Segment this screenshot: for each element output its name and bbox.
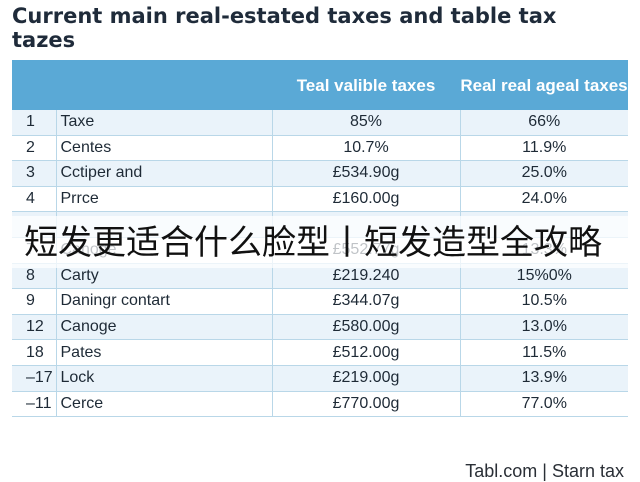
column-header-teal-valible-taxes: Teal valible taxes xyxy=(272,60,460,110)
row-number-cell: 12 xyxy=(12,314,57,341)
tax-name-cell: Daningr contart xyxy=(56,288,273,315)
row-number-cell: –11 xyxy=(12,391,57,418)
row-number-cell: 4 xyxy=(12,186,57,213)
teal-valible-value-cell: £534.90g xyxy=(272,160,461,187)
table-row: 4 Prrce £160.00g 24.0% xyxy=(12,186,628,213)
table-row: 3 Cctiper and £534.90g 25.0% xyxy=(12,160,628,187)
teal-valible-value-cell: £160.00g xyxy=(272,186,461,213)
real-ageal-value-cell: 25.0% xyxy=(460,160,628,187)
column-header-name xyxy=(56,60,272,110)
table-row: –11 Cerce £770.00g 77.0% xyxy=(12,391,628,418)
tax-name-cell: Canoge xyxy=(56,314,273,341)
tax-name-cell: Cctiper and xyxy=(56,160,273,187)
row-number-cell: 9 xyxy=(12,288,57,315)
column-header-number xyxy=(12,60,56,110)
table-row: –17 Lock £219.00g 13.9% xyxy=(12,365,628,392)
row-number-cell: 1 xyxy=(12,110,57,136)
real-ageal-value-cell: 66% xyxy=(460,110,628,136)
tax-name-cell: Cerce xyxy=(56,391,273,418)
footer-caption: Tabl.com | Starn tax xyxy=(465,461,624,481)
table-row: 12 Canoge £580.00g 13.0% xyxy=(12,314,628,341)
real-ageal-value-cell: 11.9% xyxy=(460,135,628,162)
real-ageal-value-cell: 24.0% xyxy=(460,186,628,213)
tax-name-cell: Taxe xyxy=(56,110,273,136)
teal-valible-value-cell: £512.00g xyxy=(272,339,461,366)
table-row: 9 Daningr contart £344.07g 10.5% xyxy=(12,288,628,315)
banner-overlay-text: 短发更适合什么脸型丨短发造型全攻略 xyxy=(24,223,602,263)
row-number-cell: 18 xyxy=(12,339,57,366)
real-ageal-value-cell: 13.9% xyxy=(460,365,628,392)
real-ageal-value-cell: 13.0% xyxy=(460,314,628,341)
banner-overlay-backdrop xyxy=(0,216,640,268)
teal-valible-value-cell: £580.00g xyxy=(272,314,461,341)
table-row: 1 Taxe 85% 66% xyxy=(12,110,628,136)
teal-valible-value-cell: £344.07g xyxy=(272,288,461,315)
real-ageal-value-cell: 77.0% xyxy=(460,391,628,418)
page-title: Current main real-estated taxes and tabl… xyxy=(12,4,557,52)
tax-name-cell: Centes xyxy=(56,135,273,162)
table-row: 18 Pates £512.00g 11.5% xyxy=(12,339,628,366)
real-ageal-value-cell: 10.5% xyxy=(460,288,628,315)
table-row: 2 Centes 10.7% 11.9% xyxy=(12,135,628,162)
teal-valible-value-cell: £219.00g xyxy=(272,365,461,392)
real-ageal-value-cell: 11.5% xyxy=(460,339,628,366)
row-number-cell: –17 xyxy=(12,365,57,392)
tax-name-cell: Pates xyxy=(56,339,273,366)
teal-valible-value-cell: £770.00g xyxy=(272,391,461,418)
tax-name-cell: Lock xyxy=(56,365,273,392)
row-number-cell: 2 xyxy=(12,135,57,162)
teal-valible-value-cell: 10.7% xyxy=(272,135,461,162)
row-number-cell: 3 xyxy=(12,160,57,187)
column-header-real-ageal-taxes: Real real ageal taxes xyxy=(460,60,628,110)
table-header-row: Teal valible taxes Real real ageal taxes xyxy=(12,60,628,110)
tax-name-cell: Prrce xyxy=(56,186,273,213)
teal-valible-value-cell: 85% xyxy=(272,110,461,136)
